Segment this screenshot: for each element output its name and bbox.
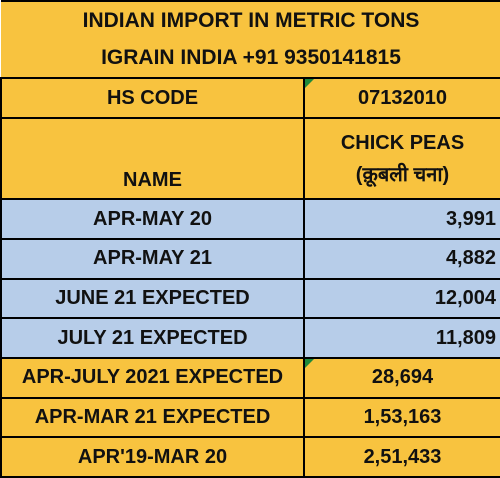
title: INDIAN IMPORT IN METRIC TONS <box>1 0 500 40</box>
name-header: NAME <box>0 116 305 201</box>
data-row: APR-JULY 2021 EXPECTED 28,694 <box>0 356 500 399</box>
row-label: JULY 21 EXPECTED <box>0 317 305 359</box>
row-value: 11,809 <box>303 317 500 359</box>
data-row: APR-MAY 20 3,991 <box>0 198 500 240</box>
row-value: 3,991 <box>303 198 500 240</box>
hs-value: 07132010 <box>303 77 500 119</box>
row-value: 4,882 <box>303 237 500 280</box>
data-row: APR'19-MAR 20 2,51,433 <box>0 436 500 478</box>
title-row: IGRAIN INDIA +91 9350141815 <box>1 39 500 80</box>
row-value: 2,51,433 <box>303 436 500 478</box>
header-row: NAME CHICK PEAS (क़ूबली चना) <box>0 116 500 201</box>
data-row: APR-MAR 21 EXPECTED 1,53,163 <box>0 396 500 439</box>
hs-label: HS CODE <box>0 77 305 119</box>
row-label: APR-MAR 21 EXPECTED <box>0 396 305 439</box>
data-row: APR-MAY 21 4,882 <box>0 237 500 280</box>
row-value: 1,53,163 <box>303 396 500 439</box>
row-value: 12,004 <box>303 277 500 320</box>
title-row: INDIAN IMPORT IN METRIC TONS <box>1 0 500 40</box>
row-label: APR-JULY 2021 EXPECTED <box>0 356 305 399</box>
product-name: CHICK PEAS <box>340 131 465 154</box>
product-header: CHICK PEAS (क़ूबली चना) <box>303 116 500 201</box>
row-value: 28,694 <box>303 356 500 399</box>
product-name-hindi: (क़ूबली चना) <box>355 163 450 186</box>
row-label: JUNE 21 EXPECTED <box>0 277 305 320</box>
data-row: JUNE 21 EXPECTED 12,004 <box>0 277 500 320</box>
row-label: APR-MAY 21 <box>0 237 305 280</box>
title: IGRAIN INDIA +91 9350141815 <box>1 39 500 80</box>
row-label: APR-MAY 20 <box>0 198 305 240</box>
hs-row: HS CODE 07132010 <box>0 77 500 119</box>
row-label: APR'19-MAR 20 <box>0 436 305 478</box>
data-row: JULY 21 EXPECTED 11,809 <box>0 317 500 359</box>
